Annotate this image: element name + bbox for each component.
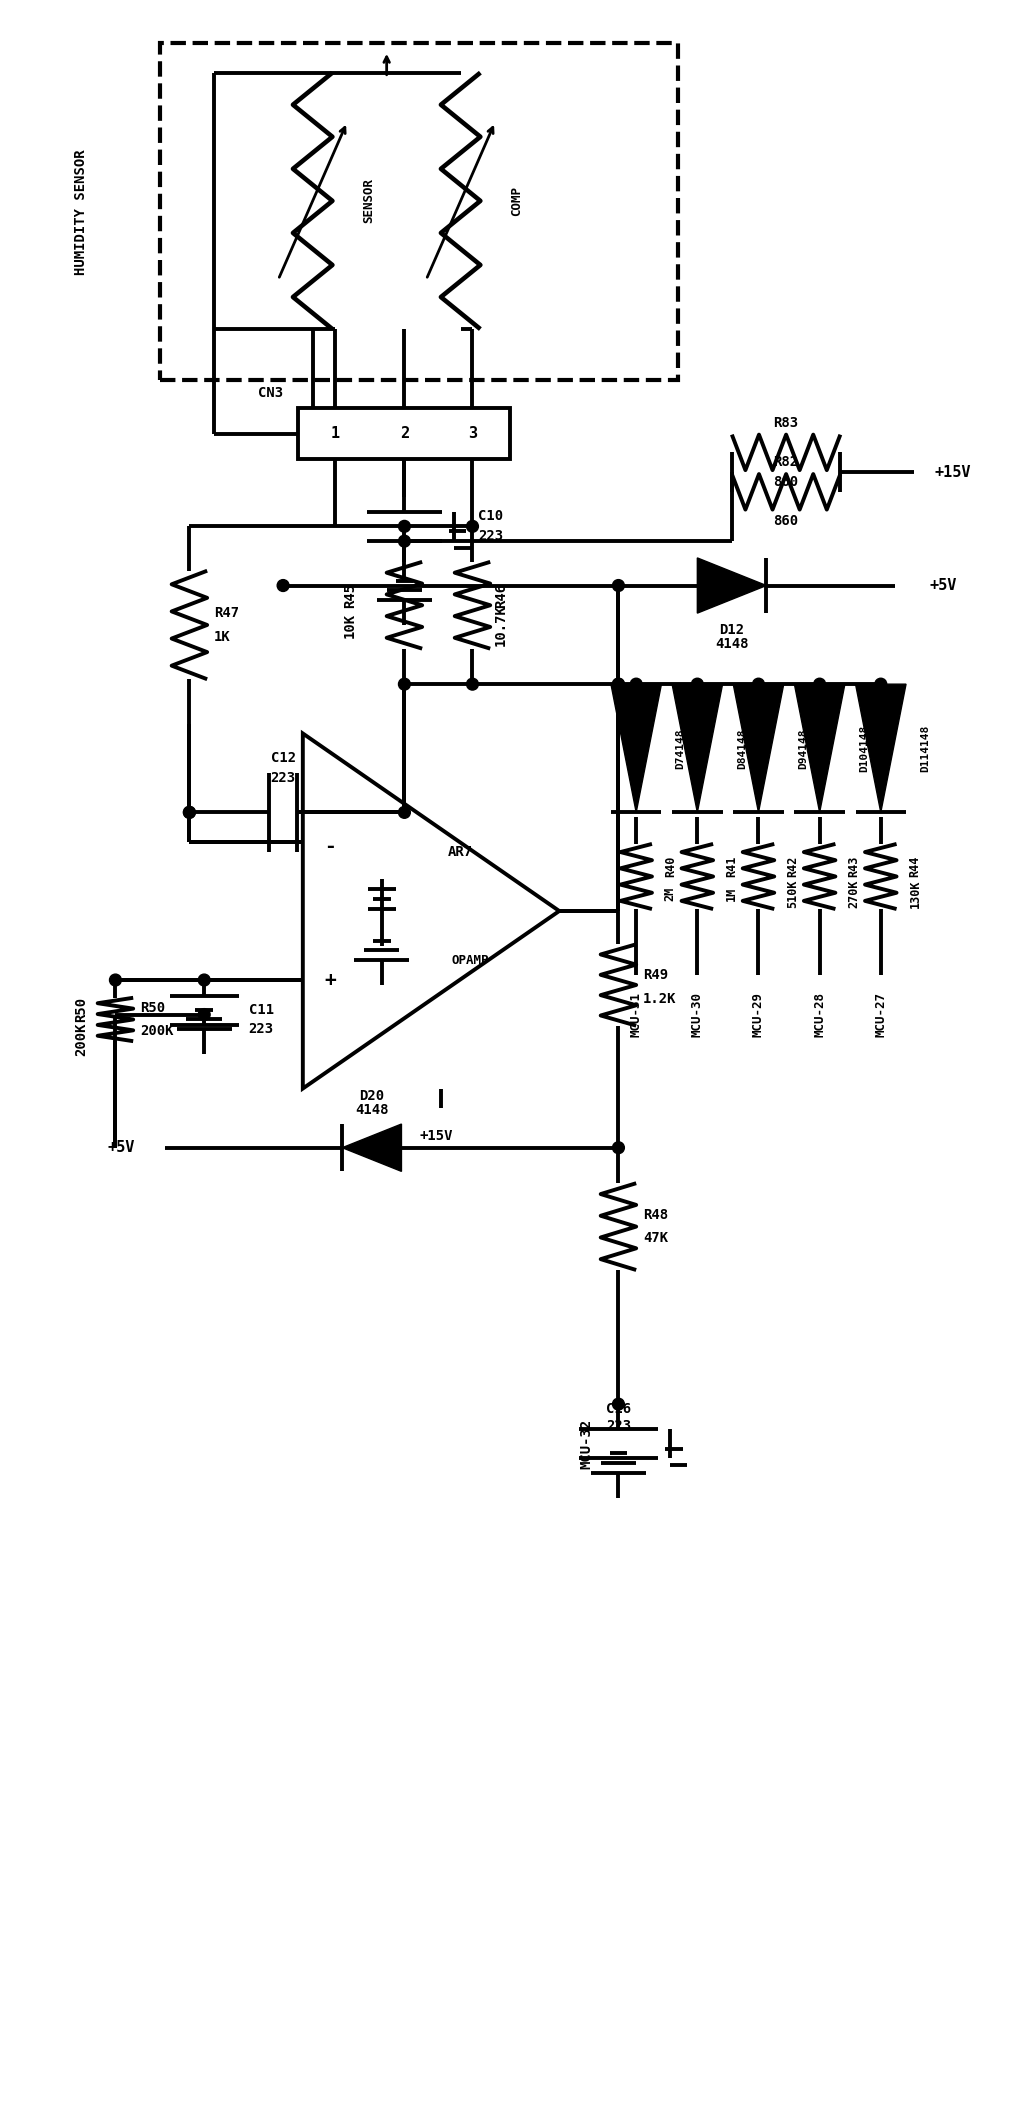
Text: +15V: +15V: [419, 1128, 452, 1143]
Circle shape: [183, 806, 195, 818]
Text: HUMIDITY SENSOR: HUMIDITY SENSOR: [74, 150, 88, 274]
Polygon shape: [342, 1124, 401, 1170]
Bar: [160, 42, 677, 380]
Circle shape: [813, 679, 825, 690]
Text: +: +: [325, 970, 336, 989]
Polygon shape: [671, 683, 722, 812]
Text: MCU-27: MCU-27: [874, 991, 887, 1038]
Text: 10.7K: 10.7K: [493, 603, 508, 645]
Circle shape: [398, 679, 409, 690]
Text: +5V: +5V: [108, 1141, 135, 1156]
Text: R48: R48: [642, 1208, 667, 1221]
Circle shape: [109, 974, 121, 985]
Circle shape: [198, 974, 210, 985]
Text: D104148: D104148: [858, 725, 868, 772]
Text: 4148: 4148: [355, 1103, 388, 1118]
Polygon shape: [697, 559, 765, 614]
Text: R42: R42: [786, 856, 799, 877]
Text: MCU-31: MCU-31: [629, 991, 642, 1038]
Text: D20: D20: [359, 1090, 384, 1103]
Text: +15V: +15V: [933, 464, 970, 479]
Circle shape: [398, 806, 409, 818]
Text: OPAMP: OPAMP: [451, 953, 488, 966]
Text: D12: D12: [719, 622, 744, 637]
Text: 4148: 4148: [715, 637, 748, 652]
Circle shape: [612, 679, 624, 690]
Text: D114148: D114148: [919, 725, 929, 772]
Text: R50: R50: [74, 998, 88, 1023]
Circle shape: [398, 521, 409, 531]
Polygon shape: [854, 683, 905, 812]
Polygon shape: [794, 683, 844, 812]
Text: R43: R43: [846, 856, 859, 877]
Text: D74148: D74148: [675, 728, 685, 768]
Text: 223: 223: [270, 772, 295, 785]
Text: -: -: [325, 837, 336, 856]
Text: R83: R83: [772, 415, 798, 430]
Text: R49: R49: [642, 968, 667, 983]
Text: C11: C11: [249, 1002, 273, 1017]
Text: 1K: 1K: [214, 631, 231, 643]
Text: 1.2K: 1.2K: [642, 991, 676, 1006]
Text: 2M: 2M: [663, 888, 676, 901]
Text: 200K: 200K: [74, 1023, 88, 1057]
Polygon shape: [611, 683, 661, 812]
Text: C16: C16: [606, 1402, 631, 1415]
Circle shape: [466, 679, 478, 690]
Text: R50: R50: [140, 1000, 165, 1014]
Text: SENSOR: SENSOR: [362, 179, 375, 224]
Circle shape: [398, 536, 409, 546]
Text: R45: R45: [343, 582, 357, 607]
Text: 1: 1: [331, 426, 340, 441]
Text: MCU-28: MCU-28: [812, 991, 825, 1038]
Text: MCU-29: MCU-29: [751, 991, 764, 1038]
Text: C10: C10: [478, 510, 503, 523]
Text: 270K: 270K: [846, 879, 859, 909]
Text: 223: 223: [606, 1419, 631, 1432]
Text: 510K: 510K: [786, 879, 799, 909]
Text: R41: R41: [724, 856, 737, 877]
Text: R44: R44: [908, 856, 920, 877]
Circle shape: [612, 1141, 624, 1154]
Text: 47K: 47K: [642, 1232, 667, 1246]
Text: R47: R47: [214, 605, 239, 620]
Text: MCU-30: MCU-30: [691, 991, 703, 1038]
Circle shape: [466, 521, 478, 531]
Text: 223: 223: [249, 1023, 273, 1036]
Circle shape: [612, 580, 624, 591]
Circle shape: [630, 679, 641, 690]
Circle shape: [874, 679, 886, 690]
Text: R46: R46: [493, 582, 508, 607]
Bar: [297, 407, 510, 460]
Text: +5V: +5V: [928, 578, 955, 593]
Text: 223: 223: [478, 529, 503, 544]
Circle shape: [752, 679, 763, 690]
Text: 2: 2: [399, 426, 408, 441]
Circle shape: [612, 679, 624, 690]
Text: 10K: 10K: [343, 612, 357, 637]
Text: 860: 860: [772, 515, 798, 529]
Circle shape: [612, 1398, 624, 1411]
Text: R82: R82: [772, 456, 798, 468]
Circle shape: [277, 580, 289, 591]
Text: R40: R40: [663, 856, 676, 877]
Text: 200K: 200K: [140, 1025, 174, 1038]
Text: D84148: D84148: [736, 728, 746, 768]
Text: MCU-32: MCU-32: [579, 1419, 593, 1468]
Text: C12: C12: [270, 751, 295, 766]
Circle shape: [183, 806, 195, 818]
Text: D94148: D94148: [797, 728, 807, 768]
Text: 860: 860: [772, 475, 798, 489]
Text: 3: 3: [467, 426, 476, 441]
Text: CN3: CN3: [258, 386, 283, 401]
Circle shape: [198, 1008, 210, 1021]
Text: AR7: AR7: [448, 846, 473, 858]
Text: 130K: 130K: [908, 879, 920, 909]
Text: 1M: 1M: [724, 888, 737, 901]
Text: COMP: COMP: [510, 186, 523, 215]
Circle shape: [691, 679, 703, 690]
Polygon shape: [733, 683, 783, 812]
